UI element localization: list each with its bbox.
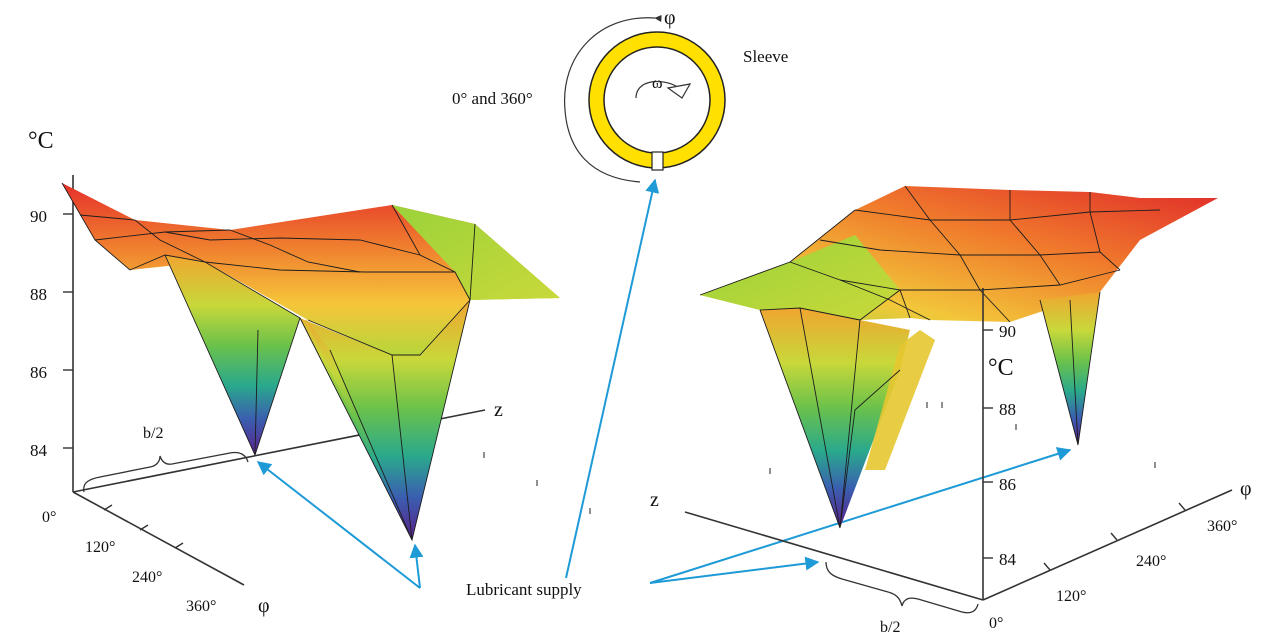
sleeve-phi-label: φ [664, 7, 676, 29]
left-b-brace [83, 451, 249, 493]
right-arrow-1 [649, 447, 1072, 584]
left-b-label: b/2 [143, 425, 163, 442]
center-arrow-sleeve [565, 178, 660, 579]
sleeve-name-label: Sleeve [743, 47, 788, 66]
lubricant-label: Lubricant supply [466, 580, 582, 599]
left-z-label: z [494, 399, 503, 421]
right-tick-88: 88 [999, 400, 1016, 419]
right-plot: 90 °C 88 86 84 z 0° 120° 240° 360° φ b/2 [650, 185, 1252, 636]
left-surface-green [392, 205, 560, 300]
right-surface-green [700, 235, 900, 320]
right-phi-label: φ [1240, 478, 1252, 500]
left-cone-1 [165, 255, 300, 455]
left-arrow-2 [409, 543, 424, 589]
right-cone-2 [1040, 292, 1100, 445]
left-tick-86: 86 [30, 363, 47, 382]
right-phi-tick-360: 360° [1207, 518, 1237, 535]
left-tick-84: 84 [30, 441, 48, 460]
left-surface-mesh [61, 182, 476, 542]
sleeve-bore [603, 46, 711, 154]
left-tick-90: 90 [30, 207, 47, 226]
scatter-marks [483, 402, 1156, 514]
right-z-axis [684, 511, 984, 601]
right-phi-tick-0: 0° [989, 615, 1003, 632]
omega-arrow [635, 80, 677, 99]
left-unit-label: °C [28, 128, 54, 154]
omega-label: ω [652, 75, 663, 92]
sleeve-inset: φ ω 0° and 360° Sleeve [452, 7, 788, 183]
supply-groove [651, 151, 664, 171]
right-b-label: b/2 [880, 619, 900, 636]
right-surface-mesh [699, 185, 1161, 529]
right-phi-tick-120: 120° [1056, 588, 1086, 605]
left-arrow-1 [256, 461, 421, 589]
right-tick-86: 86 [999, 475, 1016, 494]
right-b-brace [825, 561, 979, 614]
right-tick-90: 90 [999, 322, 1016, 341]
left-phi-tick-240: 240° [132, 569, 162, 586]
right-arrow-2 [649, 556, 820, 584]
left-phi-label: φ [258, 595, 270, 617]
left-plot: °C 90 88 86 84 z 0° 120° 240° 360° φ b/2 [28, 128, 560, 617]
right-tick-84: 84 [999, 550, 1017, 569]
right-cone-1 [760, 308, 910, 528]
left-phi-tick-120: 120° [85, 539, 115, 556]
right-z-label: z [650, 489, 659, 511]
right-phi-tick-240: 240° [1136, 553, 1166, 570]
sleeve-angle-label: 0° and 360° [452, 89, 533, 108]
left-cone-2 [300, 300, 470, 540]
left-tick-88: 88 [30, 285, 47, 304]
right-phi-axis [982, 489, 1233, 601]
omega-arrowhead [666, 83, 692, 99]
rotation-arrow [564, 14, 662, 183]
right-unit-label: °C [988, 355, 1014, 381]
left-phi-tick-0: 0° [42, 509, 56, 526]
right-fold [865, 330, 935, 470]
left-phi-axis [72, 491, 245, 586]
left-phi-tick-360: 360° [186, 598, 216, 615]
